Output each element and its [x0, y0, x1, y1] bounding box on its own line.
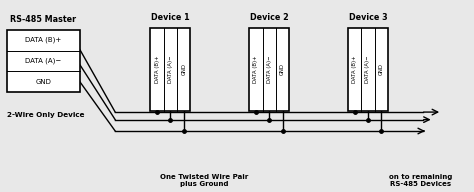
Text: GND: GND: [181, 64, 186, 75]
Text: 2-Wire Only Device: 2-Wire Only Device: [7, 112, 84, 118]
FancyBboxPatch shape: [150, 28, 191, 111]
Text: DATA (B)+: DATA (B)+: [155, 56, 160, 83]
Text: DATA (A)−: DATA (A)−: [267, 56, 272, 83]
Text: Device 3: Device 3: [349, 13, 387, 22]
Text: GND: GND: [280, 64, 285, 75]
Text: Device 2: Device 2: [250, 13, 289, 22]
Text: One Twisted Wire Pair
plus Ground: One Twisted Wire Pair plus Ground: [160, 174, 249, 187]
Text: on to remaining
RS-485 Devices: on to remaining RS-485 Devices: [389, 174, 453, 187]
Text: DATA (B)+: DATA (B)+: [352, 56, 357, 83]
Text: DATA (B)+: DATA (B)+: [254, 56, 258, 83]
Text: RS-485 Master: RS-485 Master: [10, 15, 76, 24]
Text: GND: GND: [379, 64, 384, 75]
FancyBboxPatch shape: [7, 30, 80, 92]
FancyBboxPatch shape: [249, 28, 289, 111]
FancyBboxPatch shape: [348, 28, 388, 111]
Text: DATA (A)−: DATA (A)−: [365, 56, 371, 83]
Text: DATA (A)−: DATA (A)−: [25, 58, 62, 64]
Text: DATA (B)+: DATA (B)+: [25, 37, 62, 43]
Text: GND: GND: [36, 79, 51, 85]
Text: DATA (A)−: DATA (A)−: [168, 56, 173, 83]
Text: Device 1: Device 1: [151, 13, 190, 22]
